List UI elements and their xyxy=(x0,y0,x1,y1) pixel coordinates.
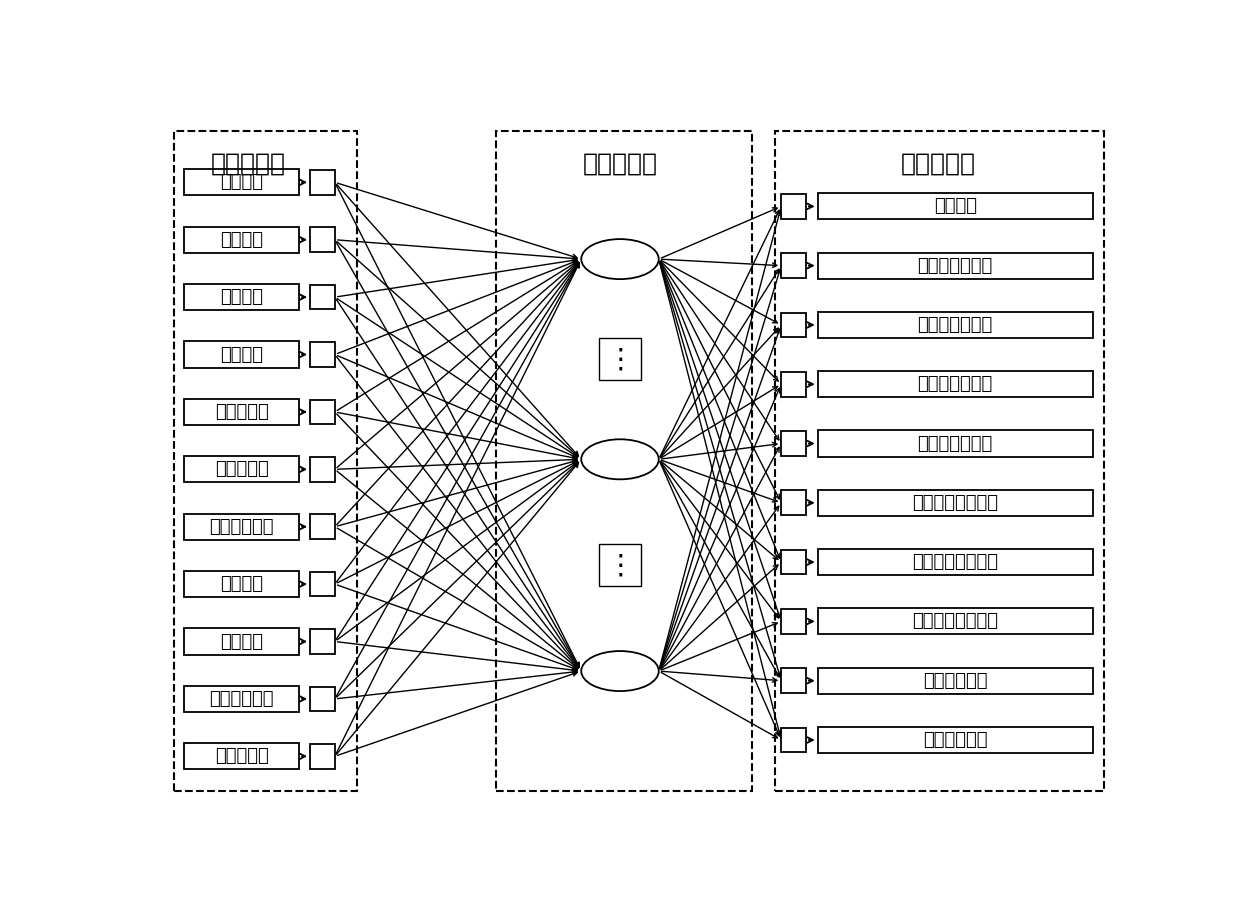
Text: 工作台进给速度: 工作台进给速度 xyxy=(918,257,993,274)
Bar xyxy=(310,686,335,711)
Ellipse shape xyxy=(582,239,658,279)
Text: 精磨砂轮线速度: 精磨砂轮线速度 xyxy=(918,375,993,393)
Bar xyxy=(781,609,806,634)
Text: 总磨削余量: 总磨削余量 xyxy=(215,460,269,479)
Bar xyxy=(781,312,806,337)
Text: 网络输入层: 网络输入层 xyxy=(211,152,285,175)
Text: 网络输出层: 网络输出层 xyxy=(900,152,975,175)
Bar xyxy=(817,608,1092,635)
Ellipse shape xyxy=(582,651,658,691)
Bar xyxy=(175,131,357,791)
Ellipse shape xyxy=(582,439,658,479)
Bar xyxy=(185,628,299,655)
Text: 材料牌号: 材料牌号 xyxy=(221,288,263,306)
Bar xyxy=(185,744,299,769)
Text: ⋮: ⋮ xyxy=(606,345,634,373)
Bar xyxy=(817,430,1092,457)
Bar xyxy=(185,686,299,712)
Text: 粗磨砂轮线速度: 粗磨砂轮线速度 xyxy=(918,316,993,334)
Bar xyxy=(185,571,299,597)
Text: 最大升程误差: 最大升程误差 xyxy=(210,690,274,708)
Text: 表面烧伤程度: 表面烧伤程度 xyxy=(210,518,274,536)
Bar xyxy=(781,194,806,219)
Bar xyxy=(310,572,335,597)
Bar xyxy=(310,170,335,194)
Bar xyxy=(185,169,299,195)
Text: 材料类别: 材料类别 xyxy=(221,231,263,249)
Bar xyxy=(781,668,806,693)
Bar xyxy=(310,342,335,367)
Bar xyxy=(310,285,335,310)
Text: 热处理方式: 热处理方式 xyxy=(215,403,269,421)
Bar xyxy=(310,457,335,481)
Text: 精磨纵向进给速度: 精磨纵向进给速度 xyxy=(913,553,998,571)
Bar xyxy=(781,372,806,397)
Text: 材料硬度: 材料硬度 xyxy=(221,346,263,363)
Bar xyxy=(310,227,335,252)
Bar xyxy=(185,514,299,540)
Text: 网络隐含层: 网络隐含层 xyxy=(583,152,657,175)
Bar xyxy=(185,227,299,252)
Bar xyxy=(817,193,1092,220)
Bar xyxy=(775,131,1105,791)
Text: 最大升程: 最大升程 xyxy=(221,633,263,650)
Bar xyxy=(599,544,641,587)
Text: 表面粗糙度: 表面粗糙度 xyxy=(215,747,269,765)
Bar xyxy=(817,252,1092,279)
Text: 精磨磨削余量: 精磨磨削余量 xyxy=(923,672,987,690)
Bar xyxy=(781,549,806,575)
Bar xyxy=(817,311,1092,338)
Text: 加工长度: 加工长度 xyxy=(221,575,263,593)
Bar xyxy=(310,400,335,424)
Text: 工件类型: 工件类型 xyxy=(221,173,263,192)
Text: ⋮: ⋮ xyxy=(606,551,634,579)
Bar xyxy=(310,744,335,769)
Bar xyxy=(781,431,806,456)
Bar xyxy=(185,341,299,368)
Bar xyxy=(310,629,335,654)
Bar xyxy=(185,456,299,482)
Text: 光磨磨削余量: 光磨磨削余量 xyxy=(923,731,987,749)
Bar xyxy=(817,489,1092,516)
Bar xyxy=(781,253,806,278)
Bar xyxy=(185,399,299,425)
Bar xyxy=(817,727,1092,753)
Text: 光磨砂轮线速度: 光磨砂轮线速度 xyxy=(918,435,993,452)
Bar xyxy=(817,371,1092,398)
Bar xyxy=(781,727,806,753)
Text: 工件转速: 工件转速 xyxy=(934,197,977,215)
Bar xyxy=(599,338,641,380)
Text: 光磨纵向进给速度: 光磨纵向进给速度 xyxy=(913,612,998,630)
Bar xyxy=(781,490,806,515)
Bar xyxy=(310,515,335,539)
Bar xyxy=(185,284,299,311)
Bar xyxy=(817,549,1092,575)
Bar xyxy=(817,667,1092,694)
Bar xyxy=(496,131,751,791)
Text: 粗磨纵向进给速度: 粗磨纵向进给速度 xyxy=(913,494,998,512)
